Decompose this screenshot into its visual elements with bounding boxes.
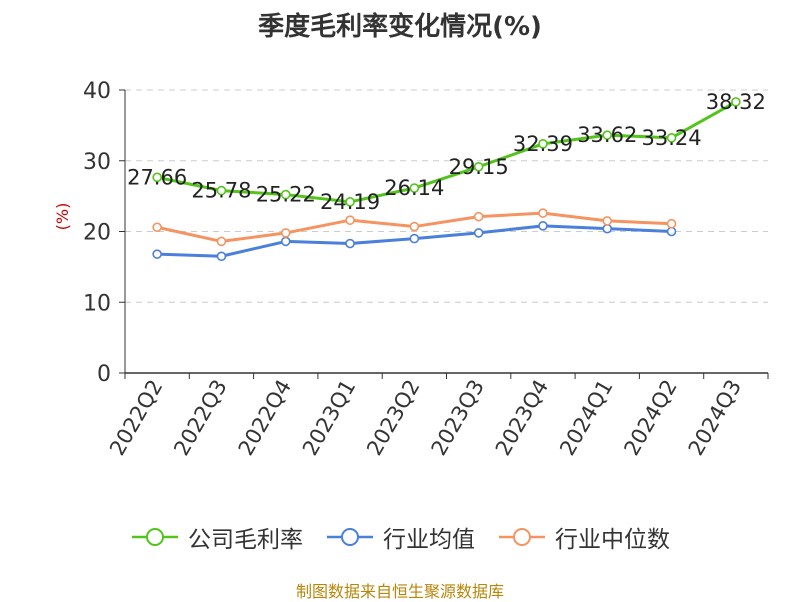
source-note: 制图数据来自恒生聚源数据库 <box>295 582 504 601</box>
data-point <box>409 183 420 193</box>
data-label: 29.15 <box>449 155 509 179</box>
y-tick-label: 30 <box>83 150 111 175</box>
data-point <box>216 251 227 262</box>
data-point <box>602 216 613 226</box>
x-tick-label: 2023Q2 <box>362 376 424 460</box>
data-point <box>538 221 548 231</box>
legend-label: 行业中位数 <box>555 527 670 553</box>
series-lines <box>152 97 741 262</box>
x-tick-label: 2024Q2 <box>619 376 681 460</box>
data-point <box>280 189 291 200</box>
chart-title: 季度毛利率变化情况(%) <box>258 12 542 42</box>
data-label: 26.14 <box>384 176 444 200</box>
data-point <box>538 208 548 218</box>
data-label: 33.24 <box>641 126 701 150</box>
data-point <box>152 172 162 183</box>
y-tick-label: 40 <box>83 79 111 104</box>
x-tick-label: 2023Q3 <box>427 376 489 460</box>
data-point <box>345 197 355 207</box>
y-axis-title: (%) <box>53 203 72 231</box>
data-point <box>152 249 162 259</box>
data-point <box>666 226 677 237</box>
x-tick-label: 2022Q3 <box>169 376 231 460</box>
x-tick-label: 2022Q2 <box>105 376 167 460</box>
data-point <box>216 236 227 247</box>
data-label: 25.22 <box>256 183 316 207</box>
data-point <box>216 185 227 196</box>
data-point <box>473 161 484 172</box>
data-label: 27.66 <box>127 165 187 189</box>
data-point <box>345 215 355 225</box>
data-point <box>666 218 677 229</box>
data-label: 25.78 <box>191 179 251 203</box>
data-point <box>666 133 677 143</box>
data-point <box>731 97 741 107</box>
legend-item: 行业中位数 <box>497 520 670 554</box>
data-point <box>538 139 548 149</box>
y-tick-label: 10 <box>83 291 111 316</box>
data-label: 32.39 <box>513 132 573 156</box>
data-point <box>409 233 420 244</box>
legend-marker-icon <box>327 528 373 546</box>
data-point <box>473 211 484 222</box>
data-label: 38.32 <box>706 90 766 114</box>
data-point <box>473 228 484 238</box>
data-point <box>280 236 291 247</box>
data-point <box>345 238 355 249</box>
series-line <box>156 100 737 204</box>
x-tick-label: 2023Q4 <box>491 376 553 460</box>
data-label: 33.62 <box>577 123 637 147</box>
data-point <box>602 223 613 234</box>
x-tick-label: 2022Q4 <box>234 376 296 460</box>
legend-item: 行业均值 <box>325 520 475 554</box>
data-point <box>152 222 162 233</box>
x-tick-label: 2024Q3 <box>684 376 746 460</box>
gridlines <box>125 89 768 303</box>
y-tick-label: 20 <box>83 221 111 246</box>
data-label: 24.19 <box>320 190 380 214</box>
legend-marker-icon <box>132 528 178 546</box>
x-tick-label: 2024Q1 <box>555 376 617 460</box>
legend-item: 公司毛利率 <box>130 520 303 554</box>
data-point <box>280 228 291 238</box>
x-tick-label: 2023Q1 <box>298 376 360 460</box>
data-point <box>409 221 420 232</box>
legend-marker-icon <box>499 528 545 546</box>
legend-label: 行业均值 <box>383 527 475 553</box>
data-point <box>602 130 613 140</box>
legend: 公司毛利率 行业均值 行业中位数 <box>0 520 800 554</box>
legend-label: 公司毛利率 <box>188 527 303 553</box>
y-tick-label: 0 <box>97 362 111 387</box>
